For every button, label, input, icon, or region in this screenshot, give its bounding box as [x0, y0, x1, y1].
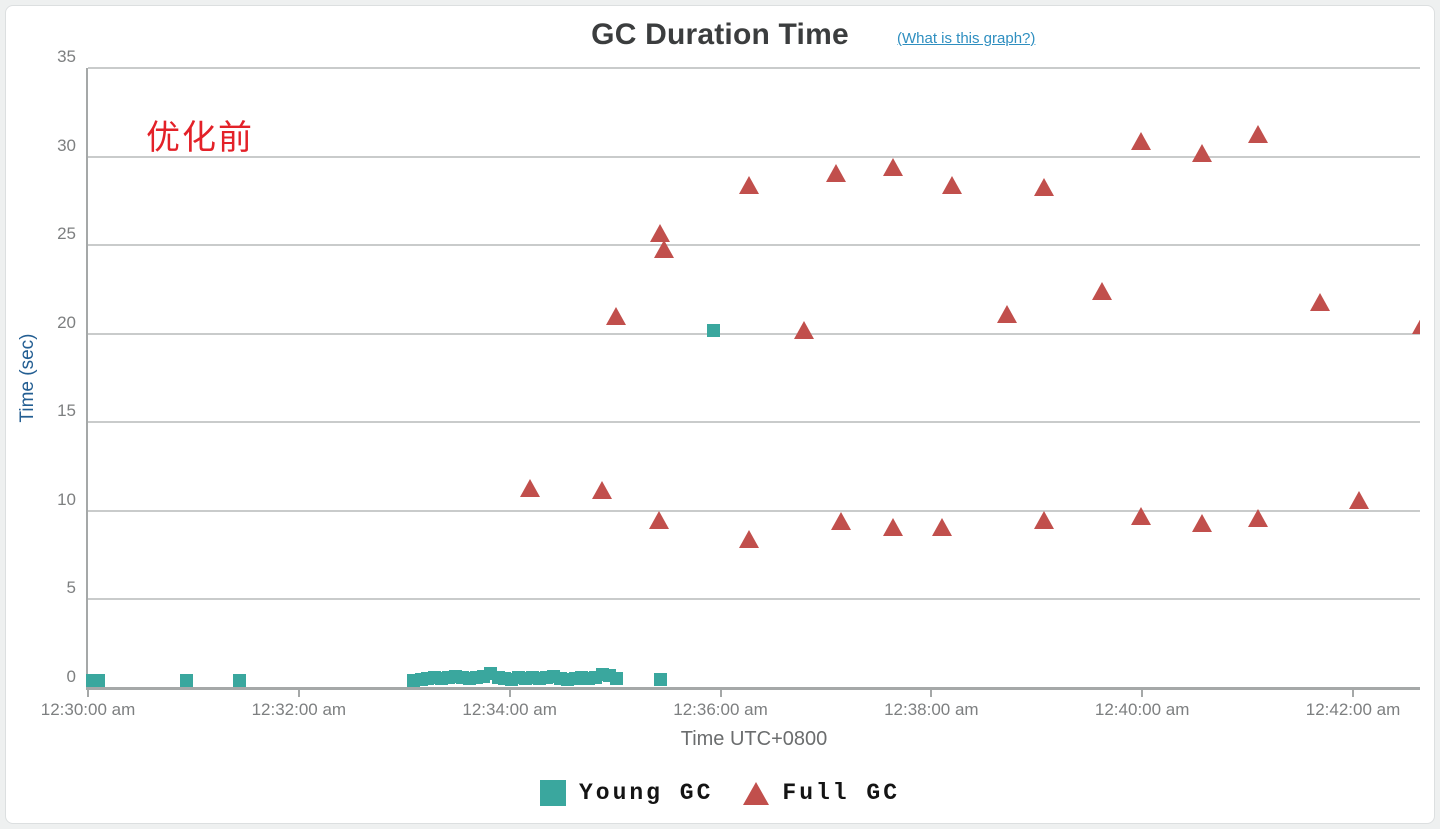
full-gc-point[interactable] — [1349, 491, 1370, 510]
full-gc-point[interactable] — [1411, 315, 1420, 334]
young-gc-point[interactable] — [706, 323, 720, 337]
x-tick-mark — [508, 688, 511, 697]
young-gc-point[interactable] — [609, 671, 623, 685]
x-tick-label: 12:30:00 am — [40, 700, 136, 719]
legend: Young GC Full GC — [6, 780, 1434, 806]
x-tick-label: 12:40:00 am — [1094, 700, 1190, 719]
gridline-y-20 — [88, 332, 1420, 335]
full-gc-point[interactable] — [1131, 131, 1152, 150]
y-tick-label-35: 35 — [57, 47, 76, 66]
full-gc-point[interactable] — [1131, 507, 1152, 526]
x-tick-mark — [297, 688, 300, 697]
young-gc-point[interactable] — [653, 672, 667, 686]
y-tick-label-0: 0 — [66, 667, 76, 686]
full-gc-point[interactable] — [830, 512, 851, 531]
x-tick-label: 12:32:00 am — [251, 700, 347, 719]
x-tick-mark — [1352, 688, 1354, 697]
x-axis-line — [86, 687, 1420, 690]
chart-stage: GC Duration Time (What is this graph?) 优… — [6, 6, 1434, 823]
full-gc-point[interactable] — [1192, 144, 1213, 163]
full-gc-point[interactable] — [883, 517, 904, 536]
y-tick-label-10: 10 — [57, 489, 76, 509]
full-gc-point[interactable] — [997, 305, 1018, 324]
what-is-this-graph-link[interactable]: (What is this graph?) — [897, 30, 1036, 47]
full-gc-point[interactable] — [738, 175, 759, 194]
axis-labels-layer: 0 5 10 15 20 25 30 35 12:30:00 am 12:32:00 am 12:3… — [6, 6, 1434, 823]
young-gc-point[interactable] — [233, 674, 247, 688]
full-gc-point[interactable] — [883, 158, 904, 177]
y-axis-line — [86, 68, 88, 689]
full-gc-point[interactable] — [793, 321, 814, 340]
legend-item-young-gc[interactable]: Young GC — [539, 780, 714, 806]
y-tick-label-15: 15 — [57, 401, 76, 421]
y-tick-label-20: 20 — [57, 312, 76, 332]
full-gc-point[interactable] — [1248, 124, 1269, 143]
full-gc-point[interactable] — [738, 530, 759, 549]
full-gc-point[interactable] — [606, 307, 627, 325]
annotation-before-optimization: 优化前 — [146, 119, 254, 157]
chart-header: GC Duration Time (What is this graph?) — [6, 6, 1434, 66]
full-gc-point[interactable] — [931, 517, 952, 536]
young-gc-point[interactable] — [179, 674, 193, 688]
full-gc-point[interactable] — [653, 239, 674, 258]
full-gc-point[interactable] — [942, 175, 963, 194]
full-gc-point[interactable] — [1034, 510, 1055, 529]
x-tick-label: 12:36:00 am — [673, 700, 768, 719]
y-tick-label-30: 30 — [57, 135, 76, 155]
x-axis-title: Time UTC+0800 — [680, 728, 828, 750]
full-gc-point[interactable] — [1310, 292, 1331, 311]
gridline-y-30 — [88, 155, 1420, 158]
full-gc-point[interactable] — [519, 478, 540, 497]
full-gc-point[interactable] — [649, 510, 670, 529]
legend-label-full-gc: Full GC — [782, 780, 901, 806]
full-gc-swatch-icon — [743, 781, 770, 805]
full-gc-point[interactable] — [1092, 282, 1113, 301]
plot-area — [78, 58, 1420, 698]
x-tick-mark — [1141, 688, 1144, 697]
x-tick-label: 12:42:00 am — [1305, 700, 1401, 719]
full-gc-point[interactable] — [1192, 514, 1213, 533]
young-gc-swatch-icon — [539, 780, 566, 806]
full-gc-point[interactable] — [826, 163, 847, 182]
chart-card: GC Duration Time (What is this graph?) 优… — [5, 5, 1435, 824]
y-tick-label-25: 25 — [57, 224, 76, 244]
gridline-y-10 — [88, 509, 1420, 512]
young-gc-point[interactable] — [92, 674, 106, 688]
full-gc-point[interactable] — [1034, 177, 1055, 196]
x-tick-label: 12:34:00 am — [462, 700, 557, 719]
chart-title: GC Duration Time — [591, 18, 849, 51]
y-tick-label-5: 5 — [66, 578, 76, 598]
x-tick-mark — [719, 688, 722, 697]
gridline-y-25 — [88, 244, 1420, 247]
gridline-y-15 — [88, 421, 1420, 424]
gridline-y-35 — [88, 67, 1420, 69]
full-gc-point[interactable] — [1248, 508, 1269, 527]
x-tick-mark — [87, 688, 89, 697]
full-gc-point[interactable] — [592, 480, 613, 499]
x-tick-label: 12:38:00 am — [884, 700, 979, 719]
legend-item-full-gc[interactable]: Full GC — [743, 780, 900, 806]
gridline-y-5 — [88, 598, 1420, 601]
legend-label-young-gc: Young GC — [578, 780, 714, 806]
x-tick-mark — [930, 688, 933, 697]
full-gc-point[interactable] — [650, 223, 671, 242]
